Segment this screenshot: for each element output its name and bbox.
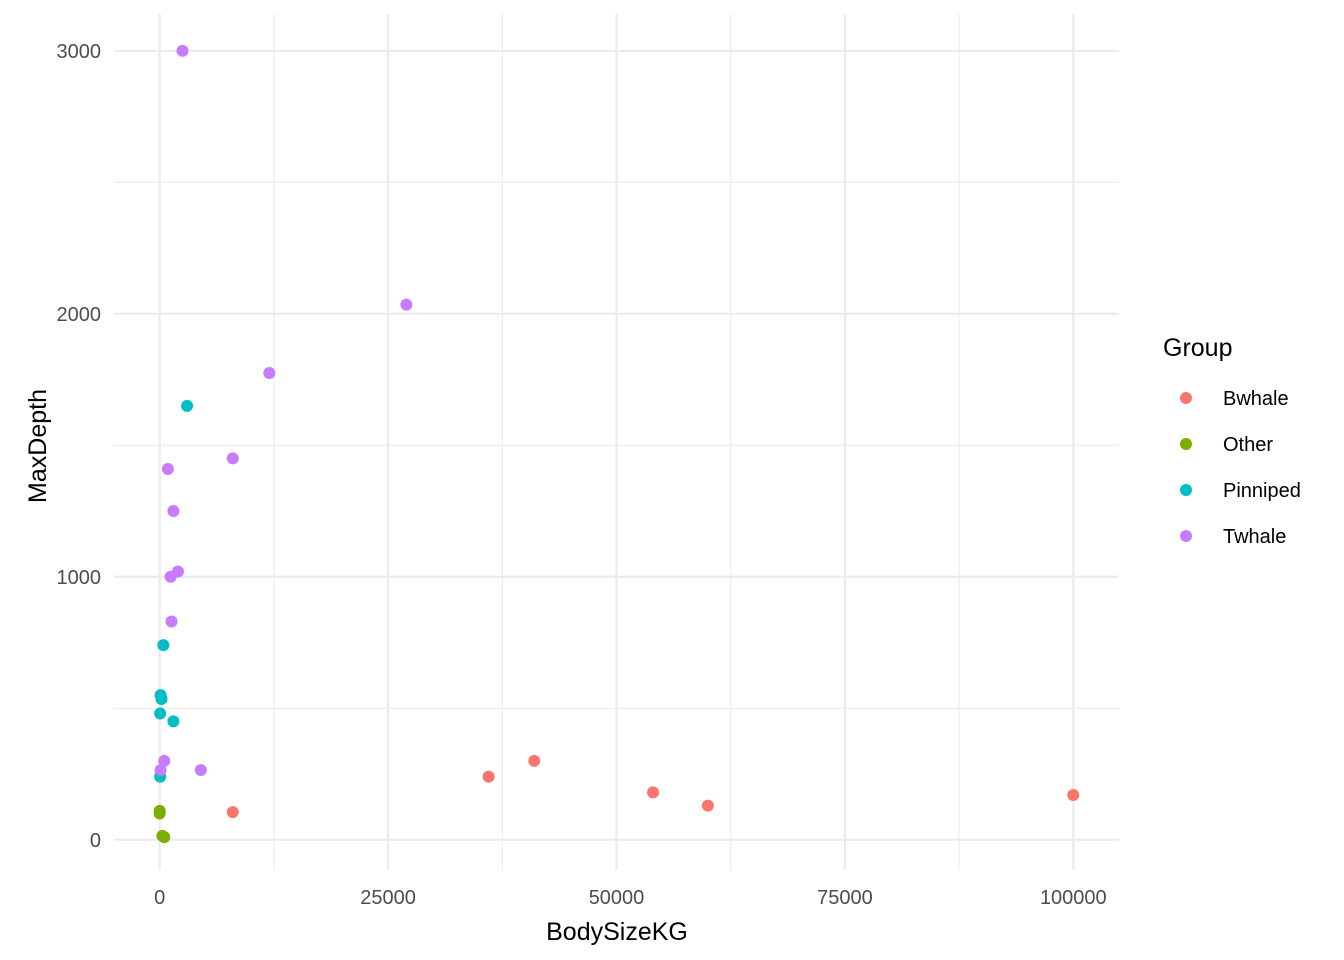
y-tick-label: 3000 bbox=[57, 41, 102, 63]
legend: Group Bwhale Other Pinniped Twhale bbox=[1163, 334, 1301, 548]
legend-items: Bwhale Other Pinniped Twhale bbox=[1180, 388, 1301, 548]
legend-label-other: Other bbox=[1223, 434, 1273, 456]
data-point-bwhale bbox=[528, 754, 541, 767]
y-tick-label: 1000 bbox=[57, 567, 102, 589]
data-point-bwhale bbox=[1067, 789, 1080, 802]
legend-key-bwhale bbox=[1180, 392, 1192, 404]
data-point-twhale bbox=[161, 462, 174, 475]
x-axis-title: BodySizeKG bbox=[546, 918, 688, 946]
legend-title: Group bbox=[1163, 334, 1232, 362]
x-tick-label: 100000 bbox=[1040, 887, 1107, 909]
data-point-pinniped bbox=[167, 715, 180, 728]
data-point-twhale bbox=[158, 754, 171, 767]
legend-label-bwhale: Bwhale bbox=[1223, 388, 1289, 410]
data-point-pinniped bbox=[157, 639, 170, 652]
legend-label-pinniped: Pinniped bbox=[1223, 480, 1301, 502]
data-point-twhale bbox=[226, 452, 239, 465]
data-point-twhale bbox=[165, 615, 178, 628]
data-point-twhale bbox=[154, 764, 167, 777]
x-tick-label: 75000 bbox=[817, 887, 873, 909]
legend-key-pinniped bbox=[1180, 484, 1192, 496]
x-axis-tick-labels: 0 25000 50000 75000 100000 bbox=[154, 887, 1107, 909]
data-point-bwhale bbox=[226, 806, 239, 819]
y-axis-tick-labels: 0 1000 2000 3000 bbox=[57, 41, 102, 852]
data-point-other bbox=[153, 807, 166, 820]
data-point-twhale bbox=[400, 298, 413, 311]
data-points bbox=[153, 44, 1080, 844]
legend-key-other bbox=[1180, 438, 1192, 450]
data-point-other bbox=[158, 831, 171, 844]
data-point-twhale bbox=[176, 44, 189, 57]
x-tick-label: 0 bbox=[154, 887, 165, 909]
x-tick-label: 25000 bbox=[360, 887, 416, 909]
legend-key-twhale bbox=[1180, 530, 1192, 542]
data-point-twhale bbox=[194, 764, 207, 777]
data-point-bwhale bbox=[482, 770, 495, 783]
data-point-pinniped bbox=[154, 707, 167, 720]
x-tick-label: 50000 bbox=[589, 887, 645, 909]
y-tick-label: 0 bbox=[90, 830, 101, 852]
data-point-bwhale bbox=[701, 799, 714, 812]
data-point-twhale bbox=[164, 570, 177, 583]
legend-label-twhale: Twhale bbox=[1223, 526, 1286, 548]
data-point-pinniped bbox=[181, 399, 194, 412]
major-gridlines bbox=[114, 14, 1119, 870]
data-point-twhale bbox=[263, 366, 276, 379]
data-point-pinniped bbox=[155, 693, 168, 706]
data-point-twhale bbox=[167, 505, 180, 518]
data-point-bwhale bbox=[647, 786, 660, 799]
y-axis-title: MaxDepth bbox=[24, 389, 52, 503]
y-tick-label: 2000 bbox=[57, 304, 102, 326]
